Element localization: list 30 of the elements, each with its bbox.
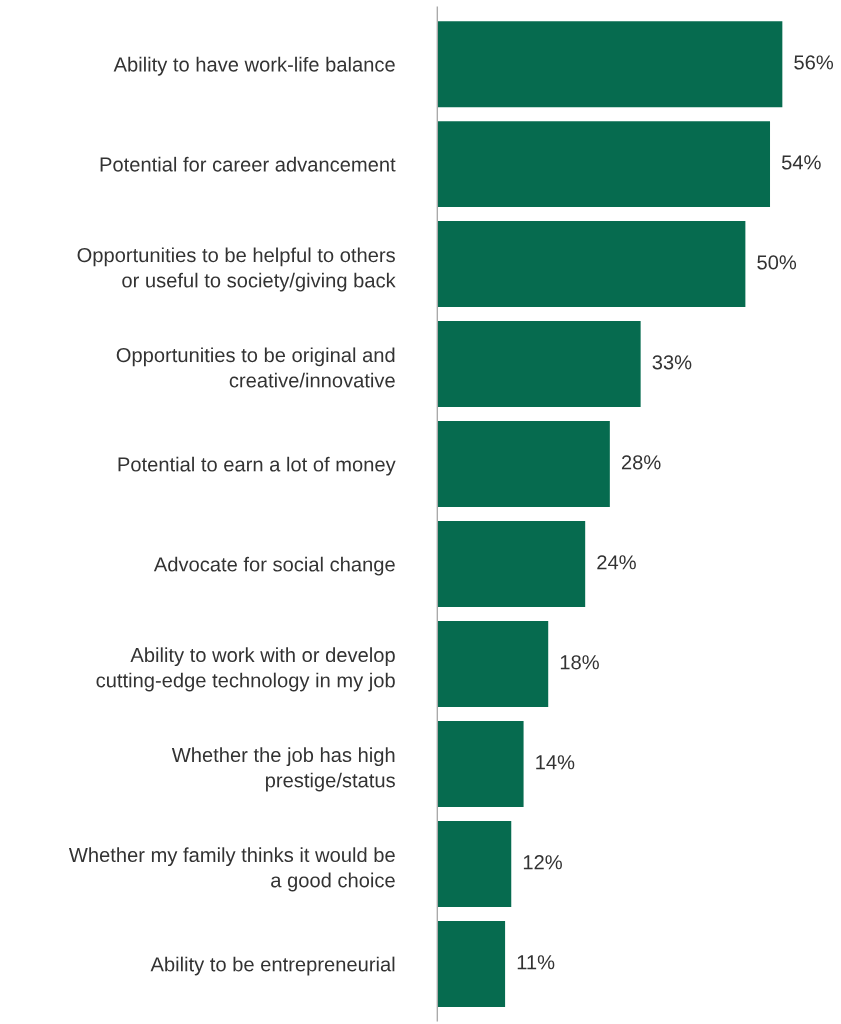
y-tick-label: Potential for career advancement (100, 156, 396, 172)
data-label: 14% (536, 755, 575, 770)
bar (437, 221, 746, 308)
data-label: 56% (794, 55, 834, 70)
y-tick-label: Opportunities to be original and creative/innovative (116, 347, 395, 388)
y-tick-label: Advocate for social change (153, 556, 395, 576)
data-label: 28% (621, 455, 661, 470)
bar (437, 421, 610, 508)
bar (437, 21, 783, 108)
data-label: 33% (652, 355, 692, 370)
y-tick-label: Ability to work with or develop cutting-edge technology in my job (96, 647, 395, 692)
data-label: 11% (517, 955, 555, 970)
bar (437, 621, 549, 707)
bar (437, 521, 586, 608)
data-label: 12% (523, 855, 562, 870)
y-tick-label: Ability to be entrepreneurial (150, 956, 395, 976)
y-tick-label: Whether the job has high prestige/status (171, 747, 395, 792)
y-tick-label: Opportunities to be helpful to others or useful to society/giving back (77, 247, 396, 292)
data-label: 54% (781, 155, 821, 170)
y-tick-label: Ability to have work-life balance (113, 56, 395, 76)
data-label: 24% (597, 555, 636, 570)
bar (437, 321, 641, 408)
bar (437, 721, 524, 807)
y-tick-label: Potential to earn a lot of money (118, 456, 396, 476)
bar (437, 121, 771, 208)
bar (437, 920, 506, 1007)
bar (437, 820, 512, 907)
y-tick-label: Whether my family thinks it would be a good choice (68, 847, 395, 892)
data-label: 50% (757, 255, 797, 270)
data-label: 18% (560, 655, 599, 670)
